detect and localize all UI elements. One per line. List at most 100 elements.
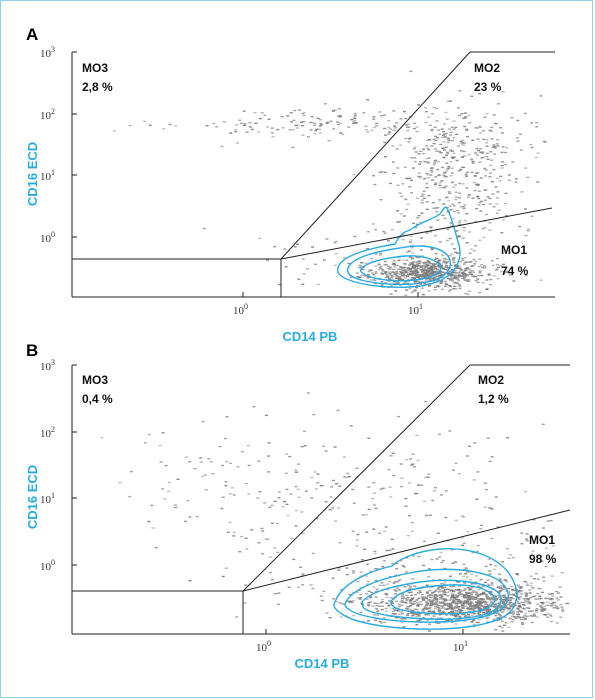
scatter-point	[482, 130, 485, 132]
scatter-point	[359, 571, 363, 573]
scatter-point	[510, 606, 514, 608]
scatter-point	[438, 184, 442, 186]
scatter-point	[480, 200, 484, 202]
scatter-point	[480, 617, 484, 619]
scatter-point	[543, 608, 547, 610]
scatter-point	[244, 482, 248, 485]
scatter-point	[546, 613, 550, 615]
scatter-point	[433, 286, 437, 288]
scatter-point	[379, 254, 383, 256]
scatter-point	[339, 122, 342, 124]
scatter-point	[507, 609, 511, 611]
scatter-point	[471, 161, 475, 163]
scatter-point	[407, 605, 411, 608]
scatter-point	[391, 145, 395, 147]
scatter-point	[509, 612, 513, 614]
scatter-point	[395, 264, 399, 266]
scatter-point	[462, 150, 466, 153]
scatter-point	[418, 615, 421, 617]
scatter-point	[424, 273, 428, 275]
scatter-point	[517, 597, 521, 599]
scatter-point	[526, 176, 530, 178]
scatter-point	[397, 589, 401, 591]
scatter-point	[463, 605, 467, 607]
scatter-point	[448, 430, 452, 432]
scatter-point	[479, 210, 483, 212]
scatter-point	[454, 184, 457, 186]
scatter-point	[383, 530, 387, 533]
scatter-point	[247, 493, 251, 495]
scatter-point	[502, 219, 505, 221]
scatter-point	[383, 114, 386, 116]
scatter-point	[459, 267, 462, 270]
scatter-point	[443, 268, 447, 271]
scatter-point	[414, 269, 418, 271]
scatter-point	[411, 267, 415, 269]
scatter-point	[283, 248, 287, 250]
scatter-point	[421, 277, 424, 279]
scatter-point	[445, 118, 449, 120]
scatter-point	[343, 476, 347, 478]
scatter-point	[424, 121, 428, 124]
scatter-point	[529, 582, 533, 584]
scatter-point	[444, 608, 448, 610]
scatter-point	[507, 608, 511, 610]
scatter-point	[422, 597, 426, 600]
scatter-point	[462, 229, 466, 232]
scatter-point	[416, 267, 420, 269]
scatter-point	[495, 602, 498, 605]
scatter-point	[372, 279, 376, 281]
scatter-point	[489, 172, 493, 174]
scatter-point	[559, 596, 563, 598]
scatter-point	[392, 452, 396, 455]
scatter-point	[501, 561, 505, 563]
scatter-point	[488, 460, 492, 463]
scatter-point	[384, 271, 388, 273]
scatter-point	[443, 149, 447, 151]
scatter-point	[382, 617, 386, 619]
scatter-point	[129, 470, 133, 473]
scatter-point	[417, 555, 421, 558]
scatter-point	[392, 110, 396, 112]
scatter-point	[441, 598, 445, 600]
scatter-point	[385, 602, 389, 604]
scatter-point	[250, 529, 254, 531]
scatter-point	[466, 610, 470, 613]
scatter-point	[333, 446, 337, 448]
scatter-point	[371, 497, 375, 500]
scatter-point	[459, 601, 463, 603]
scatter-point	[420, 593, 424, 596]
scatter-point	[244, 584, 248, 586]
scatter-point	[492, 275, 496, 277]
scatter-point	[461, 600, 465, 602]
scatter-point	[455, 610, 458, 612]
scatter-point	[430, 129, 434, 132]
scatter-point	[443, 593, 447, 596]
scatter-point	[459, 206, 463, 208]
scatter-point	[493, 153, 497, 155]
scatter-point	[452, 128, 456, 130]
scatter-point	[525, 607, 529, 609]
scatter-point	[462, 263, 466, 265]
scatter-point	[433, 162, 437, 164]
scatter-point	[444, 185, 448, 187]
scatter-point	[341, 133, 345, 135]
scatter-point	[450, 268, 454, 271]
scatter-point	[396, 581, 400, 583]
scatter-point	[441, 610, 445, 613]
scatter-point	[425, 601, 429, 604]
scatter-point	[465, 175, 468, 177]
scatter-point	[436, 587, 440, 590]
scatter-point	[472, 623, 476, 626]
scatter-point	[389, 496, 393, 498]
scatter-point	[502, 603, 506, 605]
scatter-point	[288, 455, 292, 458]
scatter-point	[499, 175, 503, 178]
scatter-point	[472, 609, 476, 612]
scatter-point	[485, 142, 489, 144]
scatter-point	[463, 279, 467, 281]
scatter-point	[486, 583, 490, 586]
scatter-point	[524, 275, 528, 277]
scatter-point	[469, 595, 473, 598]
scatter-point	[401, 259, 405, 261]
